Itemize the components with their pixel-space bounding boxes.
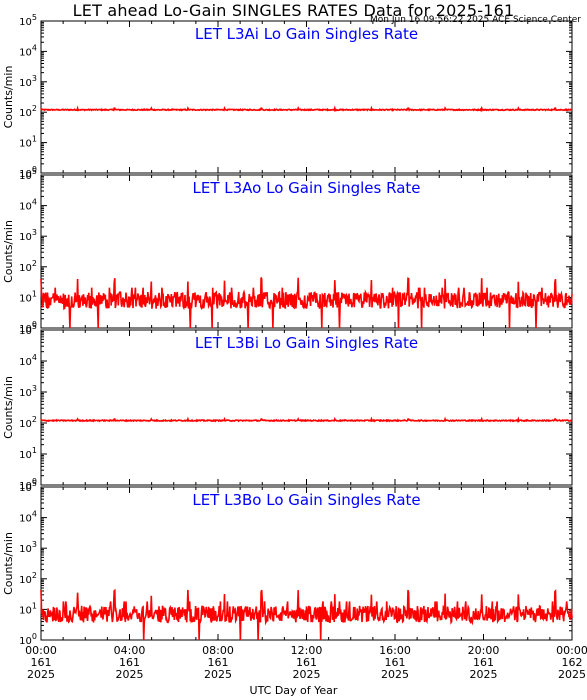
x-tick-label: 12:00 xyxy=(291,644,323,657)
x-tick-label: 161 xyxy=(119,656,140,669)
y-tick-label: 105 xyxy=(19,167,37,182)
series-line xyxy=(40,416,573,423)
y-tick-label: 100 xyxy=(19,632,37,647)
x-axis-label: UTC Day of Year xyxy=(249,684,338,697)
x-tick-label: 161 xyxy=(31,656,52,669)
y-tick-label: 103 xyxy=(19,540,37,555)
y-tick-label: 105 xyxy=(19,322,37,337)
y-tick-label: 105 xyxy=(19,13,37,28)
y-tick-label: 100 xyxy=(19,165,37,180)
x-tick-label: 2025 xyxy=(558,668,586,681)
x-tick-label: 2025 xyxy=(381,668,409,681)
panel-title: LET L3Ao Lo Gain Singles Rate xyxy=(193,179,421,197)
y-tick-label: 102 xyxy=(19,415,37,430)
x-tick-label: 04:00 xyxy=(114,644,146,657)
x-tick-label: 00:00 xyxy=(25,644,57,657)
x-tick-label: 161 xyxy=(385,656,406,669)
timestamp: Mon Jun 16 09:56:22 2025 ACE Science Cen… xyxy=(370,15,581,25)
y-tick-label: 100 xyxy=(19,477,37,492)
y-tick-label: 102 xyxy=(19,571,37,586)
x-tick-label: 2025 xyxy=(27,668,55,681)
y-tick-label: 105 xyxy=(19,479,37,494)
y-tick-label: 101 xyxy=(19,446,37,461)
x-tick-label: 161 xyxy=(473,656,494,669)
x-tick-label: 2025 xyxy=(293,668,321,681)
x-tick-label: 00:00 xyxy=(556,644,587,657)
plot-frame xyxy=(40,329,573,486)
y-axis-label: Counts/min xyxy=(2,220,15,283)
plot-frame xyxy=(40,20,573,174)
x-tick-label: 161 xyxy=(208,656,229,669)
series-line xyxy=(40,277,573,329)
y-tick-label: 104 xyxy=(19,510,37,525)
series-line xyxy=(40,588,573,641)
panel-title: LET L3Ai Lo Gain Singles Rate xyxy=(195,25,418,43)
x-tick-label: 20:00 xyxy=(468,644,500,657)
x-tick-label: 08:00 xyxy=(202,644,234,657)
y-tick-label: 101 xyxy=(19,601,37,616)
y-tick-label: 101 xyxy=(19,135,37,150)
chart-title: LET ahead Lo-Gain SINGLES RATES Data for… xyxy=(72,1,515,20)
y-tick-label: 102 xyxy=(19,104,37,119)
panel-title: LET L3Bo Lo Gain Singles Rate xyxy=(192,491,420,509)
y-tick-label: 103 xyxy=(19,74,37,89)
y-tick-label: 103 xyxy=(19,228,37,243)
y-tick-label: 100 xyxy=(19,320,37,335)
panel-4: 100 101 102 103 104 105 Counts/min LET L3Bo Lo … xyxy=(2,479,573,647)
panel-title: LET L3Bi Lo Gain Singles Rate xyxy=(195,334,418,352)
y-tick-label: 101 xyxy=(19,289,37,304)
x-tick-label: 16:00 xyxy=(379,644,411,657)
series-line xyxy=(40,105,573,113)
x-tick-label: 2025 xyxy=(470,668,498,681)
y-tick-label: 104 xyxy=(19,198,37,213)
panel-3: 100 101 102 103 104 105 Counts/min LET L3Bi Lo … xyxy=(2,322,573,492)
y-tick-label: 104 xyxy=(19,353,37,368)
y-axis-label: Counts/min xyxy=(2,66,15,129)
panel-2: 100 101 102 103 104 105 Counts/min LET L3Ao Lo … xyxy=(2,167,573,335)
y-tick-label: 103 xyxy=(19,384,37,399)
x-tick-label: 2025 xyxy=(204,668,232,681)
x-tick-label: 161 xyxy=(296,656,317,669)
y-tick-label: 102 xyxy=(19,259,37,274)
x-tick-label: 2025 xyxy=(116,668,144,681)
y-axis-label: Counts/min xyxy=(2,376,15,439)
y-axis-label: Counts/min xyxy=(2,532,15,595)
y-tick-label: 104 xyxy=(19,43,37,58)
panel-1: 100 101 102 103 104 105 Counts/min LET L3Ai Lo … xyxy=(2,13,573,180)
x-tick-label: 162 xyxy=(562,656,583,669)
